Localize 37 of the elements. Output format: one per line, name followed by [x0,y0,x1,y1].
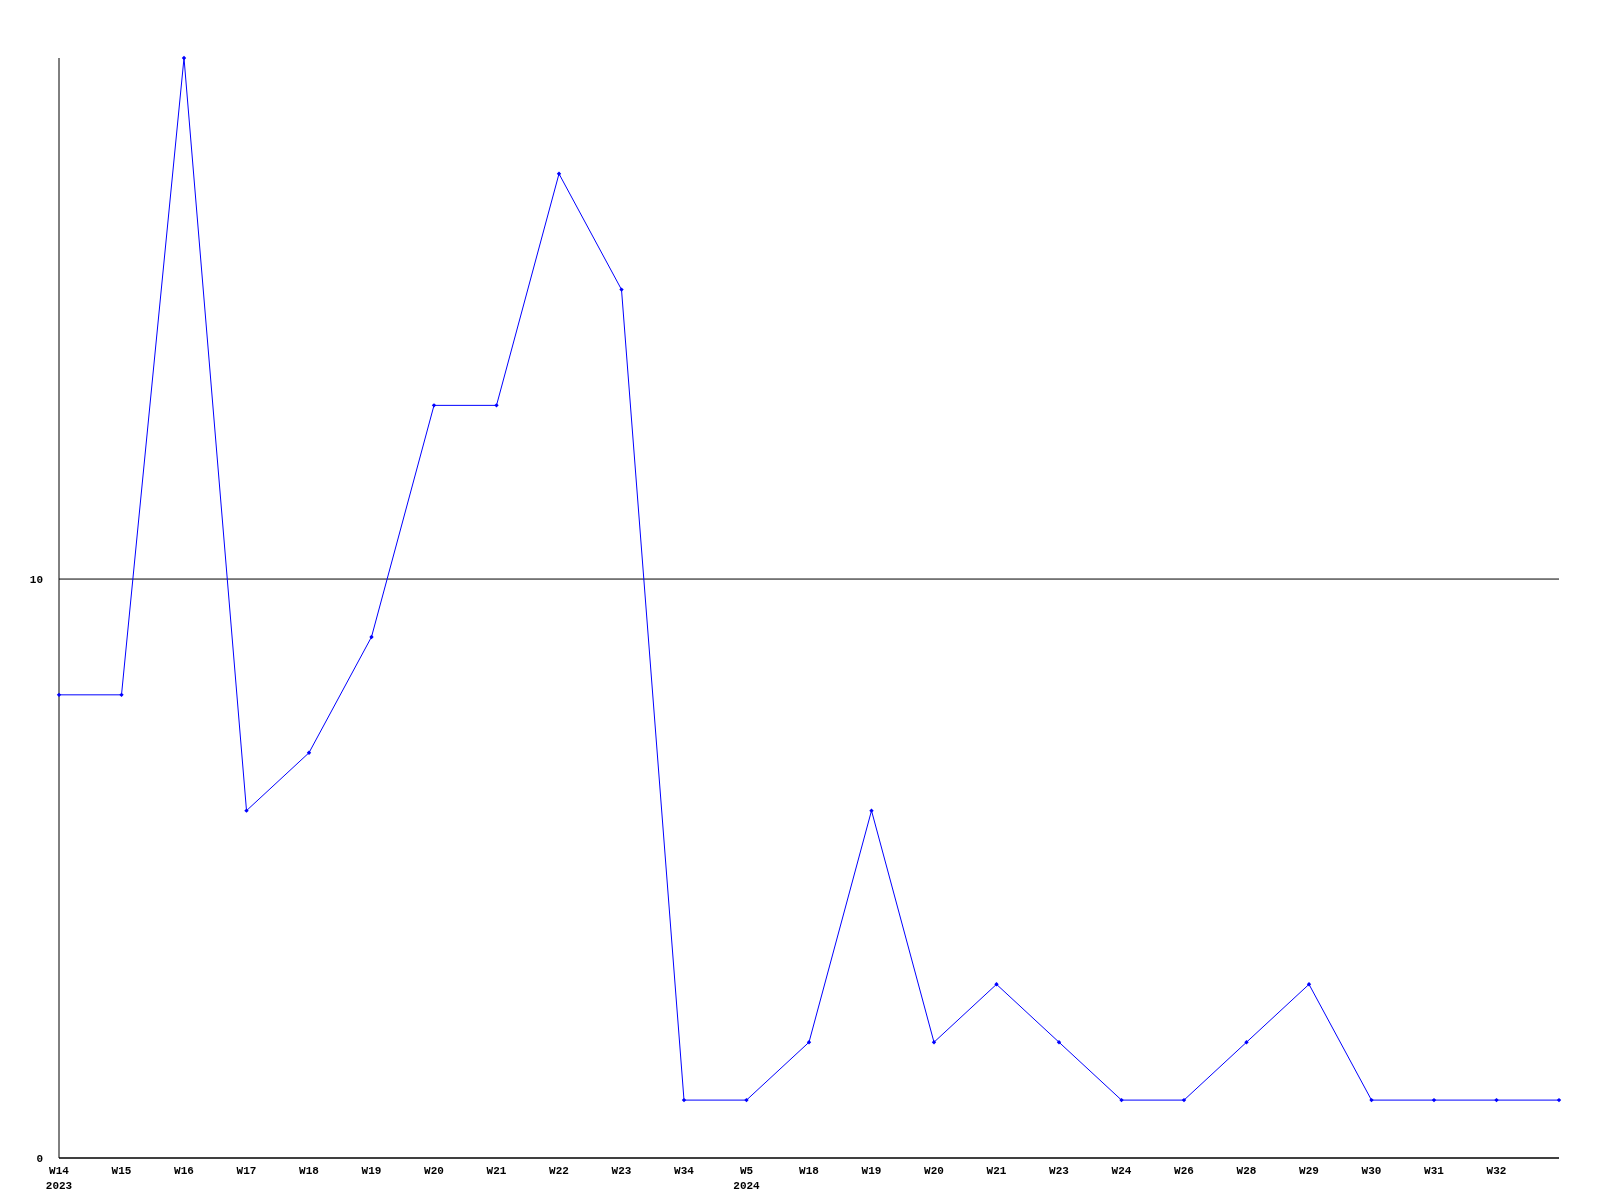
x-tick-label: W32 [1486,1165,1507,1177]
x-tick-label: W23 [611,1165,632,1177]
point [181,55,187,61]
x-tick-label: W19 [361,1165,382,1177]
x-tick-label: W18 [299,1165,320,1177]
x-tick-label: W20 [924,1165,944,1177]
point [619,287,624,292]
point [244,808,249,813]
x-tick-label: W29 [1299,1165,1319,1177]
point [1556,1097,1562,1103]
point [1181,1097,1187,1103]
x-tick-label: W18 [799,1165,820,1177]
x-tick-label: W23 [1049,1165,1070,1177]
x-tick-label: W28 [1236,1165,1257,1177]
x-tick-label: W20 [424,1165,444,1177]
x-tick-label: W31 [1424,1165,1445,1177]
x-tick-label: W15 [111,1165,132,1177]
point [56,692,62,698]
x-tick-label: W24 [1111,1165,1132,1177]
point [494,403,499,408]
x-tick-label: W26 [1174,1165,1194,1177]
point [869,808,874,813]
x-tick-label: W30 [1361,1165,1382,1177]
x-tick-label: W5 2024 [733,1165,761,1192]
x-tick-label: W22 [549,1165,569,1177]
x-tick-label: W19 [861,1165,882,1177]
point [994,982,999,987]
x-tick-label: W17 [236,1165,257,1177]
point [1431,1097,1437,1103]
y-tick-label: 0 [36,1152,43,1165]
x-tick-label: W14 2023 [45,1165,73,1192]
x-tick-label: W34 [674,1165,695,1177]
y-tick-label: 10 [29,573,43,586]
x-tick-label: W16 [174,1165,194,1177]
x-tick-label: W21 [486,1165,507,1177]
x-tick-label: W21 [986,1165,1007,1177]
point [681,1097,687,1103]
